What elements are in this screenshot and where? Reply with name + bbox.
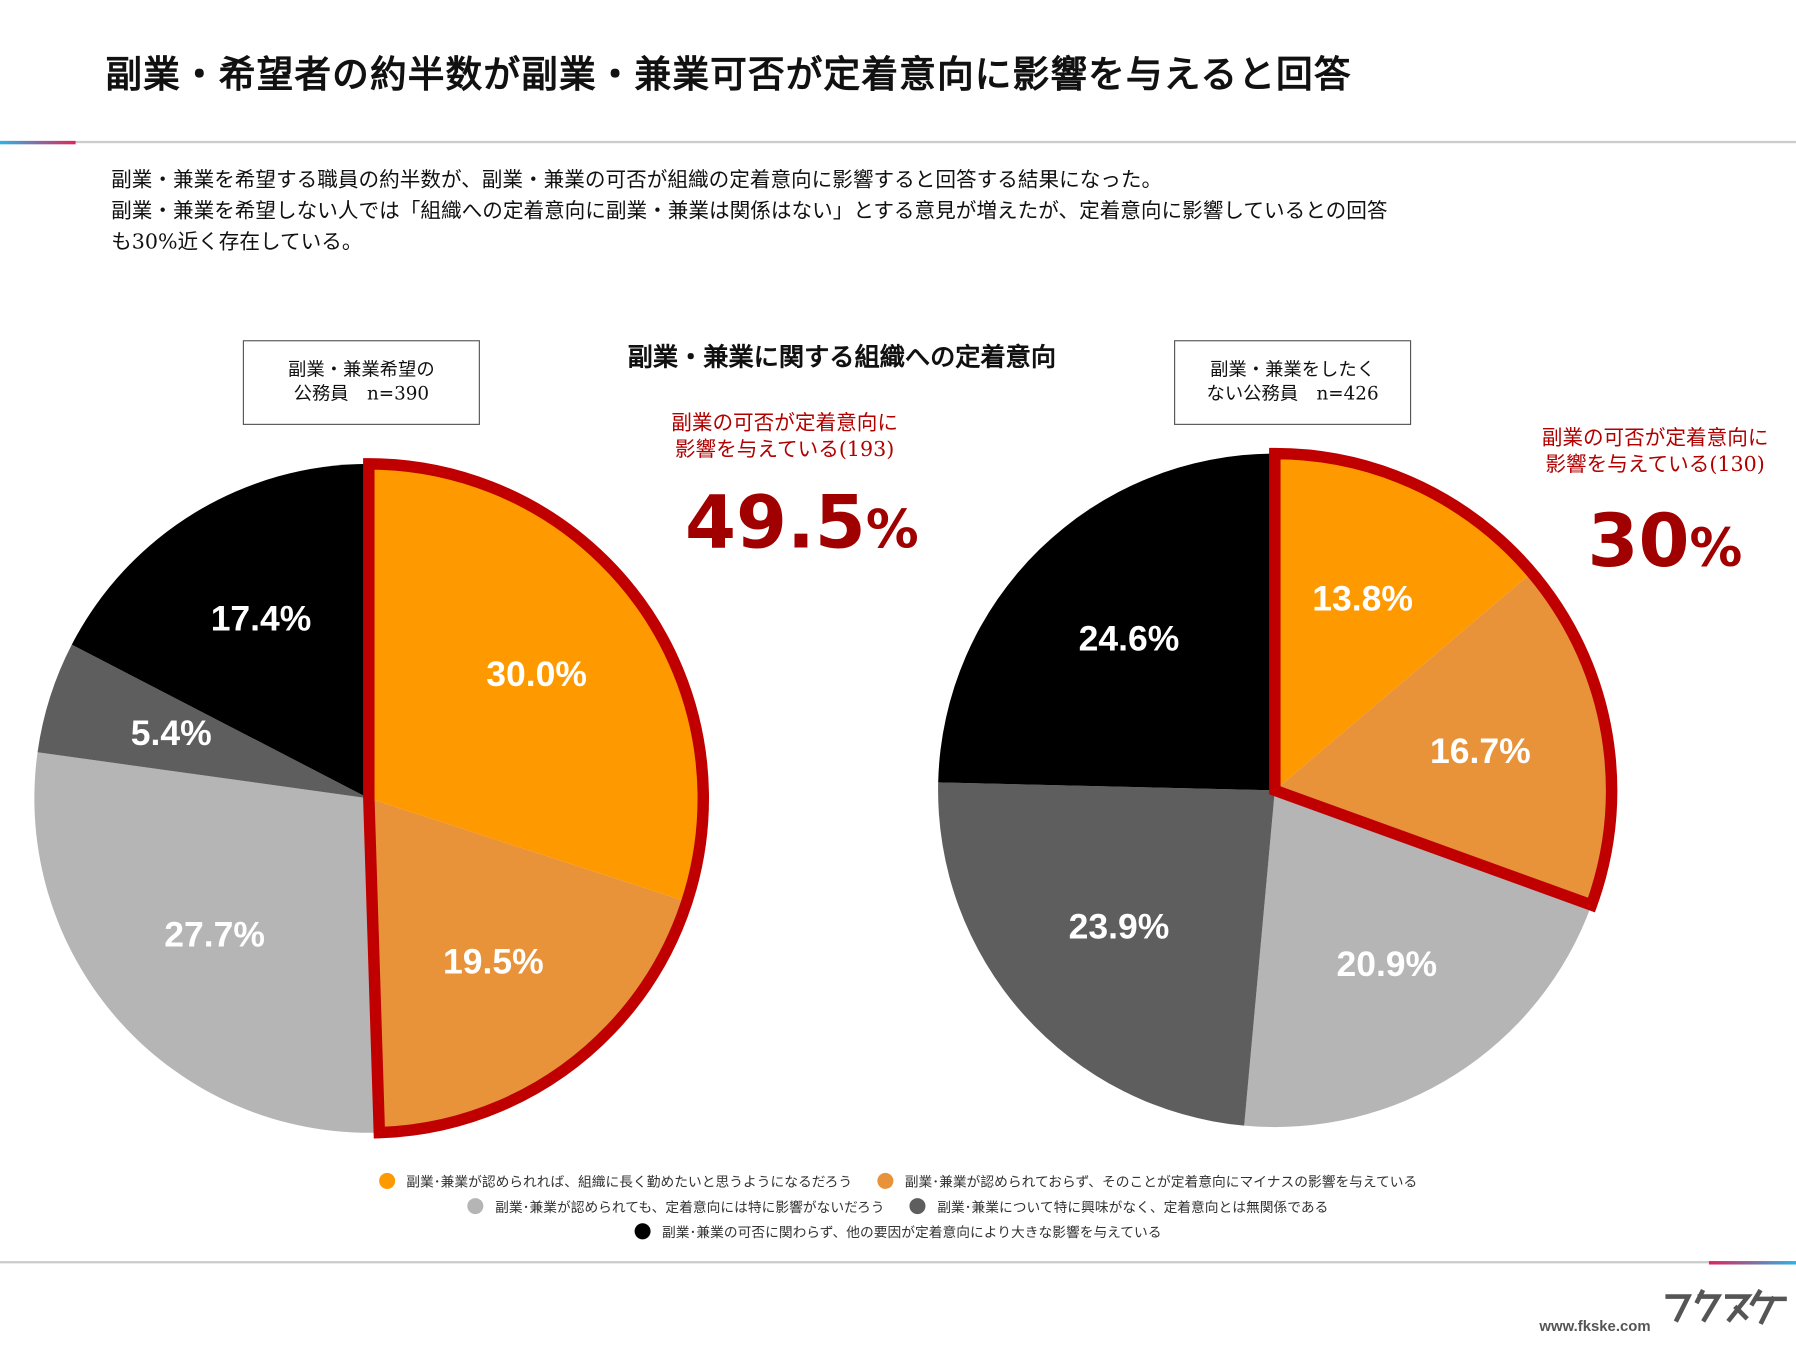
data-label: 13.8% <box>1312 578 1413 618</box>
group-label-line: 副業・兼業をしたく <box>1210 358 1376 381</box>
data-label: 17.4% <box>211 599 312 639</box>
divider <box>0 1261 1796 1264</box>
pie-slice <box>938 782 1275 1126</box>
note-line: 副業の可否が定着意向に <box>1541 426 1769 451</box>
legend: 副業･兼業が認められれば、組織に長く勤めたいと思うようになるだろう副業･兼業が認… <box>0 1168 1796 1244</box>
data-label: 27.7% <box>164 914 265 954</box>
pie-slice <box>368 463 704 902</box>
fukusuke-logo <box>1665 1288 1787 1325</box>
note-line: 影響を与えている(130) <box>1545 452 1765 477</box>
pie-slice <box>71 463 369 799</box>
data-label: 20.9% <box>1336 944 1437 984</box>
legend-dot <box>378 1172 395 1189</box>
divider <box>0 140 1796 144</box>
group-label-line: ない公務員 n=426 <box>1206 382 1379 405</box>
highlight-value-right: 30% <box>1588 499 1743 584</box>
value: 30 <box>1587 499 1690 585</box>
footer-url: www.fkske.com <box>1539 1317 1651 1335</box>
legend-item: 副業･兼業が認められておらず、そのことが定着意向にマイナスの影響を与えている <box>877 1171 1417 1190</box>
highlight-note-left: 副業の可否が定着意向に 影響を与えている(193) <box>641 410 927 463</box>
description-line: 副業・兼業を希望する職員の約半数が、副業・兼業の可否が組織の定着意向に影響すると… <box>111 168 1163 193</box>
page-title: 副業・希望者の約半数が副業・兼業可否が定着意向に影響を与えると回答 <box>105 52 1352 97</box>
legend-label: 副業･兼業が認められておらず、そのことが定着意向にマイナスの影響を与えている <box>904 1173 1418 1190</box>
pie-slice <box>34 752 380 1133</box>
highlight-value-left: 49.5% <box>685 481 919 566</box>
data-label: 5.4% <box>131 713 212 753</box>
data-label: 30.0% <box>486 654 587 694</box>
legend-label: 副業･兼業について特に興味がなく、定着意向とは無関係である <box>937 1198 1329 1215</box>
description: 副業・兼業を希望する職員の約半数が、副業・兼業の可否が組織の定着意向に影響すると… <box>111 165 1715 258</box>
note-line: 副業の可否が定着意向に <box>671 411 898 436</box>
legend-label: 副業･兼業が認められれば、組織に長く勤めたいと思うようになるだろう <box>406 1173 853 1190</box>
legend-dot <box>909 1198 926 1215</box>
pie-slice <box>37 644 369 799</box>
legend-item: 副業･兼業が認められれば、組織に長く勤めたいと思うようになるだろう <box>378 1171 853 1190</box>
group-label-line: 公務員 n=390 <box>293 382 430 405</box>
value: 49.5 <box>684 481 866 566</box>
accent-bar <box>0 140 76 145</box>
legend-label: 副業･兼業が認められても、定着意向には特に影響がないだろう <box>495 1198 885 1215</box>
accent-bar <box>1708 1261 1796 1265</box>
legend-item: 副業･兼業が認められても、定着意向には特に影響がないだろう <box>467 1196 885 1215</box>
legend-item: 副業･兼業について特に興味がなく、定着意向とは無関係である <box>909 1196 1329 1215</box>
legend-dot <box>877 1172 894 1189</box>
legend-dot <box>467 1198 484 1215</box>
data-label: 19.5% <box>443 942 544 982</box>
highlight-outline <box>363 458 709 1139</box>
pie-slice <box>368 798 687 1133</box>
pie-slice <box>1274 453 1532 791</box>
highlight-outline <box>1269 447 1618 913</box>
pie-charts: 30.0% 19.5% 27.7% 5.4% 17.4% 13.8% 16.7% 20.9% 2… <box>34 447 1618 1139</box>
pie-slice <box>938 453 1275 791</box>
highlight-note-right: 副業の可否が定着意向に 影響を与えている(130) <box>1512 425 1796 478</box>
group-label-right: 副業・兼業をしたく ない公務員 n=426 <box>1174 340 1412 425</box>
chart-title: 副業・兼業に関する組織への定着意向 <box>627 342 1057 373</box>
group-label-line: 副業・兼業希望の <box>288 358 435 381</box>
legend-label: 副業･兼業の可否に関わらず、他の要因が定着意向により大きな影響を与えている <box>661 1223 1162 1240</box>
unit: % <box>865 498 919 561</box>
pie-slice <box>1274 572 1612 906</box>
data-label: 23.9% <box>1069 907 1170 947</box>
legend-item: 副業･兼業の可否に関わらず、他の要因が定着意向により大きな影響を与えている <box>634 1222 1161 1241</box>
legend-dot <box>634 1223 651 1240</box>
unit: % <box>1689 516 1743 579</box>
note-line: 影響を与えている(193) <box>674 437 895 462</box>
data-label: 16.7% <box>1430 731 1531 771</box>
data-label: 24.6% <box>1079 618 1180 658</box>
description-line: 副業・兼業を希望しない人では「組織への定着意向に副業・兼業は関係はない」とする意… <box>111 199 1388 224</box>
group-label-left: 副業・兼業希望の 公務員 n=390 <box>242 340 480 425</box>
description-line: も30%近く存在している。 <box>111 230 363 255</box>
